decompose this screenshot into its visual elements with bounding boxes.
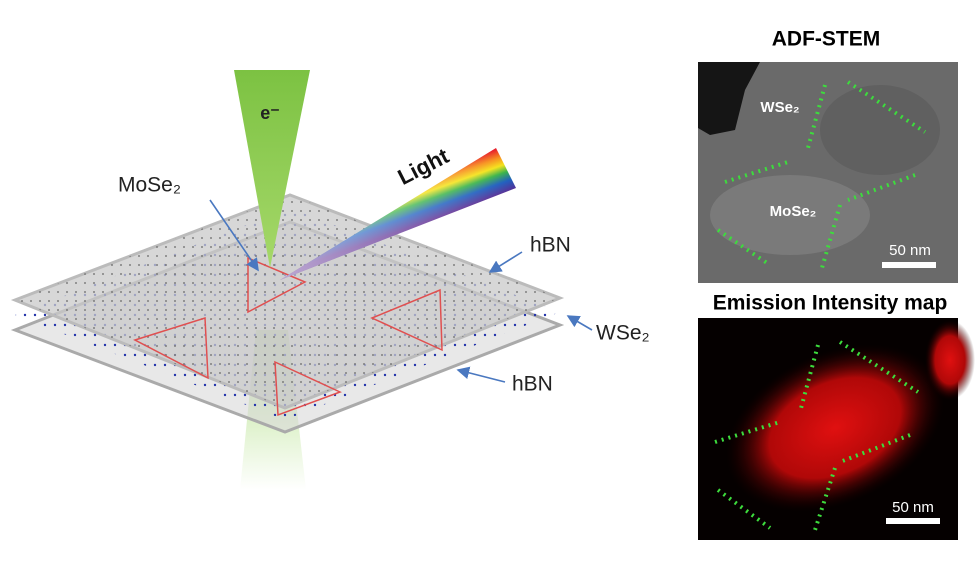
emission-blob bbox=[925, 320, 975, 400]
emission-blob bbox=[726, 344, 944, 512]
emission-scale-label: 50 nm bbox=[892, 499, 934, 516]
arrow bbox=[566, 315, 593, 331]
stem-wse2-label: WSe₂ bbox=[760, 99, 799, 116]
beam-label: e⁻ bbox=[260, 103, 280, 123]
lattice bbox=[15, 195, 560, 408]
arrow bbox=[456, 366, 506, 383]
stem-title: ADF-STEM bbox=[772, 28, 881, 51]
hbn-top-label: hBN bbox=[530, 234, 571, 257]
electron-beam bbox=[234, 70, 310, 268]
scale-bar bbox=[882, 262, 936, 268]
mose2-label: MoSe₂ bbox=[118, 174, 181, 197]
wse2-label: WSe₂ bbox=[596, 322, 650, 345]
arrow bbox=[209, 199, 259, 272]
flake-edges bbox=[714, 340, 920, 531]
mose2-flakes bbox=[133, 256, 443, 417]
scale-bar bbox=[886, 518, 940, 524]
stem-mose2-label: MoSe₂ bbox=[770, 203, 817, 220]
emission-title: Emission Intensity map bbox=[713, 292, 948, 315]
light-fade bbox=[280, 148, 516, 280]
stem-scale-label: 50 nm bbox=[889, 242, 931, 259]
stem-region bbox=[710, 175, 870, 255]
stem-hole bbox=[698, 62, 760, 135]
hbn-bottom-label: hBN bbox=[512, 373, 553, 396]
flake-edges bbox=[716, 80, 927, 269]
arrow bbox=[488, 251, 523, 273]
stem-region bbox=[820, 85, 940, 175]
